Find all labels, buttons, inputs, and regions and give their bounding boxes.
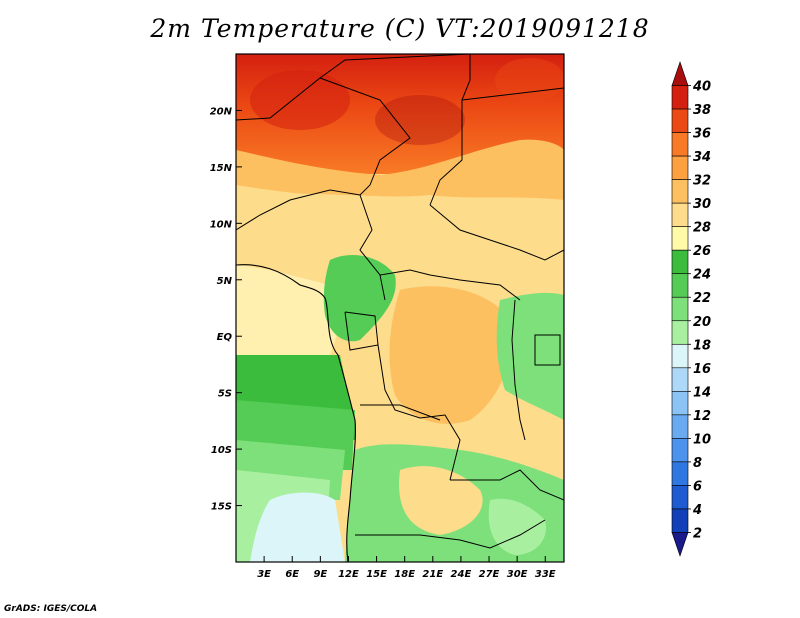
y-tick-label: EQ [217,332,233,343]
map-title: 2m Temperature (C) VT:2019091218 [150,14,650,43]
colorbar-cell [671,438,689,463]
y-tick-label: 10S [211,445,232,456]
x-tick-label: 27E [479,569,500,580]
colorbar-label: 26 [693,244,711,259]
colorbar-label: 32 [693,174,711,189]
colorbar-cell [671,132,689,157]
colorbar-cell [671,532,689,557]
colorbar-label: 10 [693,432,711,447]
x-tick-label: 18E [394,569,415,580]
colorbar-label: 8 [693,456,702,471]
colorbar-cell [671,343,689,369]
colorbar-label: 22 [693,291,711,306]
x-tick-label: 33E [535,569,556,580]
country-borders [236,54,564,549]
field-cameroon-forest [323,255,396,342]
x-tick-label: 30E [507,569,528,580]
x-tick-label: 21E [422,569,443,580]
plot-frame [235,53,565,563]
colorbar-label: 18 [693,338,711,353]
footer-credit: GrADS: IGES/COLA [4,604,98,614]
colorbar-label: 16 [693,362,711,377]
temperature-field [236,54,564,562]
colorbar-cell [671,249,689,275]
x-axis: 3E 6E 9E 12E 15E 18E 21E 24E 27E 30E 33E [257,556,556,580]
colorbar-cell [671,367,689,392]
colorbar-label: 34 [693,150,711,165]
colorbar-cell [671,296,689,322]
y-tick-label: 5S [218,389,232,400]
colorbar-cell [671,179,689,204]
hotspot-2 [375,95,465,145]
colorbar-label: 28 [693,221,711,236]
field-coast [236,265,340,355]
colorbar-cell [671,155,689,180]
colorbar-cell [671,273,689,298]
colorbar-label: 24 [693,268,711,283]
coastline [236,264,356,562]
colorbar-label: 20 [693,315,711,330]
x-tick-label: 15E [366,569,387,580]
colorbar: 40 38 36 34 32 30 28 26 24 22 20 18 16 14 12 10 8 6 4 2 [671,61,711,557]
y-tick-label: 5N [217,276,233,287]
field-congo [389,286,511,424]
x-tick-label: 9E [313,569,327,580]
field-savanna [236,185,564,270]
colorbar-cell [671,202,689,227]
x-tick-label: 6E [285,569,299,580]
colorbar-cell [671,414,689,439]
colorbar-cell [671,485,689,510]
field-ocean-e [250,492,345,562]
colorbar-label: 2 [693,526,702,541]
colorbar-cell [671,391,689,416]
colorbar-label: 14 [693,385,711,400]
x-tick-label: 3E [257,569,271,580]
colorbar-label: 6 [693,479,702,494]
colorbar-label: 36 [693,127,711,142]
colorbar-label: 38 [693,103,711,118]
colorbar-cell [671,320,689,345]
hotspot-1 [250,70,350,130]
x-tick-label: 24E [451,569,472,580]
y-tick-label: 15N [210,163,233,174]
field-zambia [488,498,546,555]
colorbar-label: 40 [692,80,711,95]
colorbar-cell [671,61,689,86]
colorbar-cell [671,226,689,251]
y-axis: 20N 15N 10N 5N EQ 5S 10S 15S [210,106,242,513]
x-tick-label: 12E [338,569,359,580]
colorbar-cell [671,85,689,110]
colorbar-label: 30 [693,197,711,212]
y-tick-label: 10N [210,219,233,230]
colorbar-cell [671,461,689,486]
y-tick-label: 20N [210,106,233,117]
field-angola-plateau [399,466,483,535]
colorbar-cell [671,108,689,133]
y-tick-label: 15S [211,502,232,513]
colorbar-label: 12 [693,409,711,424]
field-sahel [236,139,564,200]
colorbar-cell [671,508,689,533]
hotspot-3 [495,58,564,102]
colorbar-label: 4 [692,503,702,518]
